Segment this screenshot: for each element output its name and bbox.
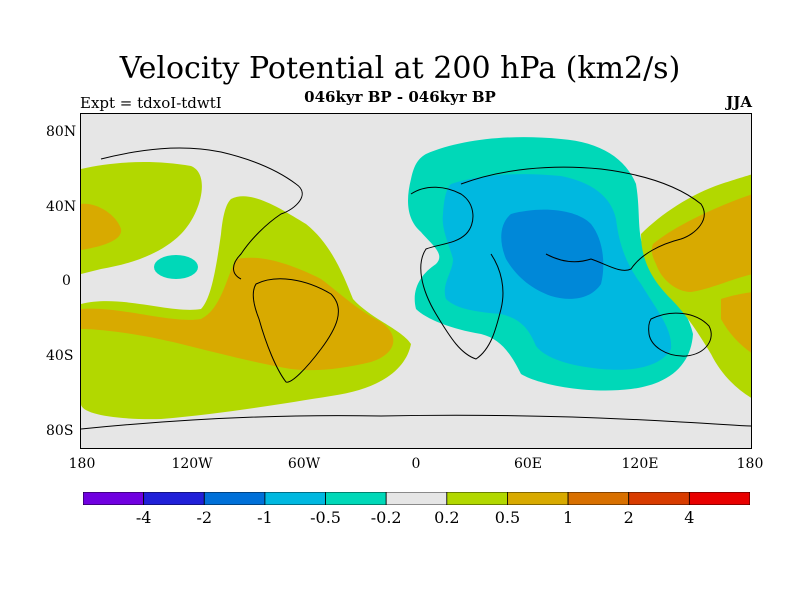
colorbar-label: 2 [623,508,634,527]
lon-tick-label: 0 [411,456,421,472]
colorbar-swatch [143,492,205,505]
lon-tick-label: 180 [68,456,96,472]
lat-tick-label: 80S [46,423,74,439]
positive-region-green [81,162,202,274]
colorbar-label: -1 [257,508,273,527]
positive-region-orange [651,194,751,292]
positive-region-orange [81,203,122,250]
colorbar-label: 1 [562,508,574,527]
colorbar-label: -0.5 [310,508,341,527]
colorbar-swatch [385,492,448,505]
map-subtitle: 046kyr BP - 046kyr BP [304,88,496,106]
colorbar-swatch [325,492,387,505]
lon-tick-label: 180 [736,456,764,472]
colorbar-label: -0.2 [370,508,402,527]
lat-tick-label: 80N [46,124,77,140]
lat-tick-label: 40S [46,348,74,364]
velocity-potential-map [81,114,751,448]
colorbar-swatch [203,492,266,505]
lon-tick-label: 120E [621,456,659,472]
colorbar-swatch [567,492,630,505]
lon-tick-label: 60W [287,456,321,472]
experiment-label: Expt = tdxoI-tdwtI [80,94,222,112]
colorbar-label: -4 [135,508,152,527]
colorbar-label: 4 [684,508,695,527]
colorbar-swatch [264,492,326,505]
map-panel [80,113,752,449]
lat-tick-label: 0 [62,273,71,289]
coastlines [81,147,751,430]
colorbar-swatch [628,492,690,505]
lat-tick-label: 40N [46,199,77,215]
colorbar-swatch [83,492,145,505]
colorbar-swatch [688,492,750,505]
negative-region-dark-blue [501,209,604,299]
colorbar-label: 0.5 [494,508,521,527]
colorbar [83,492,750,505]
positive-region-orange [721,292,751,353]
map-title: Velocity Potential at 200 hPa (km2/s) [119,51,681,86]
lon-tick-label: 60E [513,456,543,472]
negative-region-cyan [154,255,198,279]
season-label: JJA [726,93,752,111]
colorbar-swatch [507,492,569,505]
colorbar-label: -2 [196,508,213,527]
colorbar-swatch [446,492,508,505]
lon-tick-label: 120W [171,456,213,472]
colorbar-label: 0.2 [434,508,460,527]
